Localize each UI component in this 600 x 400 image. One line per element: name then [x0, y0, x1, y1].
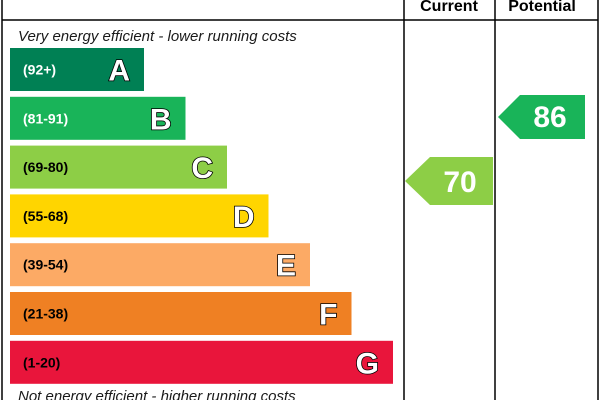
current-rating-value: 70 — [443, 166, 476, 199]
band-bar-a — [10, 48, 144, 91]
potential-column-header: Potential — [508, 0, 576, 15]
potential-rating: 86 — [498, 95, 585, 139]
current-column-header: Current — [420, 0, 478, 15]
band-range-g: (1-20) — [23, 354, 60, 370]
band-range-b: (81-91) — [23, 110, 68, 126]
band-bar-c — [10, 145, 227, 189]
band-bar-g — [10, 340, 393, 384]
band-bar-b — [10, 96, 186, 140]
band-letter-g: G — [356, 347, 379, 380]
band-letter-b: B — [150, 103, 172, 136]
band-bar-d — [10, 194, 269, 238]
band-letter-a: A — [108, 55, 130, 88]
bottom-caption: Not energy efficient - higher running co… — [18, 388, 296, 400]
band-range-a: (92+) — [23, 62, 56, 78]
band-letter-d: D — [233, 201, 255, 234]
band-range-f: (21-38) — [23, 306, 68, 322]
potential-rating-arrow — [498, 95, 585, 139]
band-range-e: (39-54) — [23, 257, 68, 273]
band-range-c: (69-80) — [23, 159, 68, 175]
rating-bands: (92+) A (81-91) B (69-80) C (55-68) D (39-54) E (2… — [10, 48, 393, 384]
band-letter-e: E — [276, 250, 296, 283]
band-letter-f: F — [319, 299, 337, 332]
band-bar-f — [10, 292, 352, 335]
potential-rating-value: 86 — [533, 101, 566, 134]
current-rating: 70 — [405, 157, 493, 205]
top-caption: Very energy efficient - lower running co… — [18, 28, 297, 45]
band-bar-e — [10, 243, 310, 287]
band-letter-c: C — [191, 152, 213, 185]
band-range-d: (55-68) — [23, 208, 68, 224]
current-rating-arrow — [405, 157, 493, 205]
